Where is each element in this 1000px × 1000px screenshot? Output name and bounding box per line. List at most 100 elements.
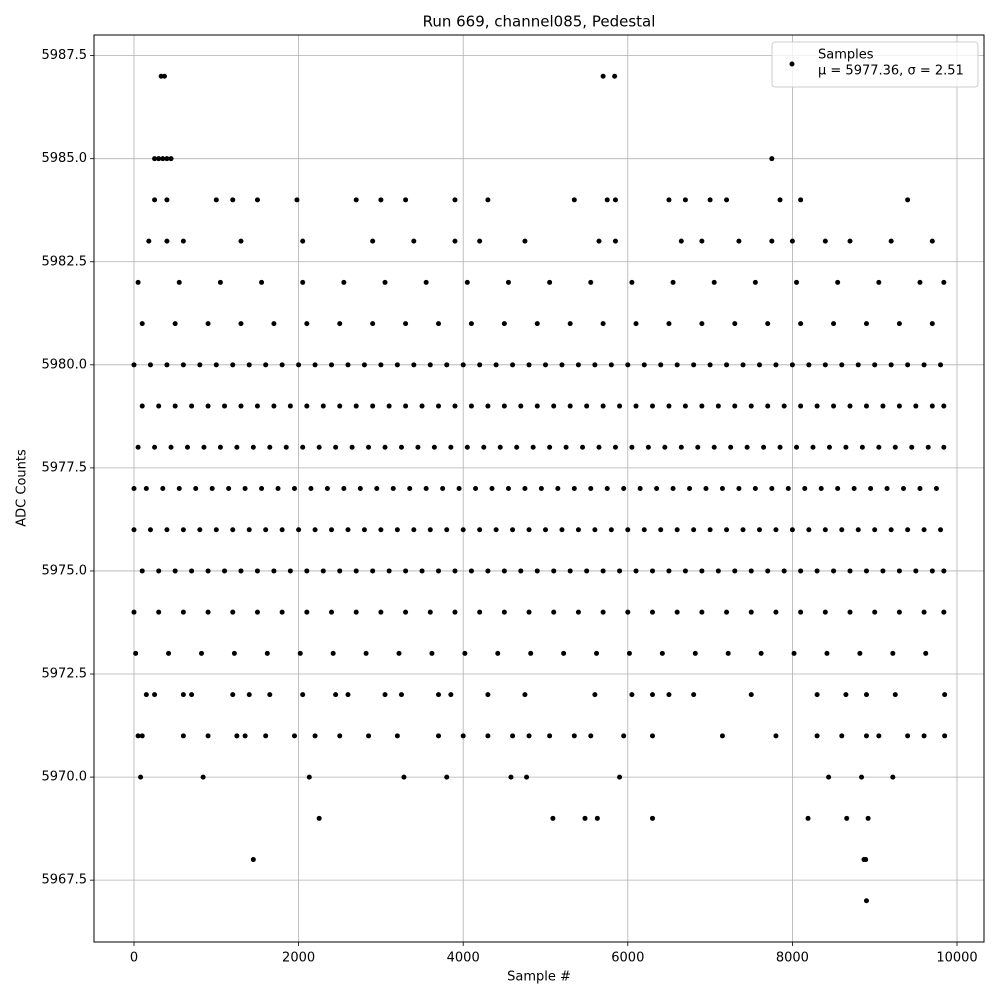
y-tick-label: 5967.5 — [42, 873, 88, 888]
point — [670, 279, 676, 285]
point — [868, 486, 874, 491]
point — [682, 403, 688, 409]
point — [238, 568, 244, 574]
point — [267, 444, 273, 450]
point — [460, 527, 466, 533]
point — [913, 403, 919, 409]
point — [929, 403, 935, 409]
point — [180, 692, 186, 698]
point — [407, 486, 413, 491]
point — [271, 403, 277, 409]
point — [374, 486, 380, 491]
point — [725, 650, 731, 656]
point — [863, 568, 869, 574]
point — [748, 609, 754, 615]
point — [740, 362, 746, 368]
point — [732, 568, 738, 574]
point — [600, 73, 606, 79]
point — [769, 486, 775, 491]
point — [543, 527, 549, 533]
point — [822, 527, 828, 533]
point — [711, 444, 717, 450]
point — [226, 486, 232, 491]
point — [594, 815, 600, 821]
point — [320, 568, 326, 574]
point — [353, 403, 359, 409]
point — [489, 486, 495, 491]
point — [724, 197, 730, 203]
point — [349, 444, 355, 450]
point — [876, 279, 882, 285]
point — [691, 362, 697, 368]
point — [748, 568, 754, 574]
point — [596, 238, 602, 244]
point — [524, 774, 530, 780]
point — [505, 486, 511, 491]
point — [526, 609, 532, 615]
point — [180, 609, 186, 615]
point — [691, 527, 697, 533]
point — [534, 321, 540, 327]
point — [547, 733, 553, 739]
point — [748, 692, 754, 698]
point — [189, 403, 195, 409]
point — [798, 321, 804, 327]
point — [510, 527, 516, 533]
point — [905, 733, 911, 739]
point — [234, 444, 240, 450]
point — [164, 362, 170, 368]
point — [547, 279, 553, 285]
point — [287, 403, 293, 409]
point — [592, 692, 598, 698]
point — [370, 238, 376, 244]
point — [592, 362, 598, 368]
point — [168, 444, 174, 450]
point — [230, 362, 236, 368]
point — [674, 527, 680, 533]
point — [938, 362, 944, 368]
point — [604, 197, 610, 203]
point — [522, 692, 528, 698]
point — [271, 321, 277, 327]
point — [398, 444, 404, 450]
x-tick-label: 2000 — [282, 951, 315, 966]
point — [703, 486, 709, 491]
point — [477, 362, 483, 368]
point — [460, 733, 466, 739]
point — [699, 568, 705, 574]
point — [279, 362, 285, 368]
point — [160, 156, 166, 162]
point — [337, 733, 343, 739]
point — [941, 568, 947, 574]
point — [941, 279, 947, 285]
point — [789, 238, 795, 244]
point — [436, 733, 442, 739]
point — [575, 609, 581, 615]
point — [791, 650, 797, 656]
point — [238, 238, 244, 244]
point — [942, 692, 948, 698]
point — [382, 279, 388, 285]
point — [485, 568, 491, 574]
point — [785, 486, 791, 491]
point — [329, 362, 335, 368]
point — [452, 197, 458, 203]
point — [133, 650, 139, 656]
point — [921, 609, 927, 615]
point — [152, 197, 158, 203]
point — [905, 527, 911, 533]
point — [617, 568, 623, 574]
point — [477, 609, 483, 615]
point — [917, 279, 923, 285]
point — [254, 403, 260, 409]
point — [147, 527, 153, 533]
point — [629, 279, 635, 285]
point — [678, 238, 684, 244]
point — [353, 609, 359, 615]
point — [316, 815, 322, 821]
point — [691, 692, 697, 698]
point — [909, 444, 915, 450]
point — [294, 197, 300, 203]
point — [462, 650, 468, 656]
